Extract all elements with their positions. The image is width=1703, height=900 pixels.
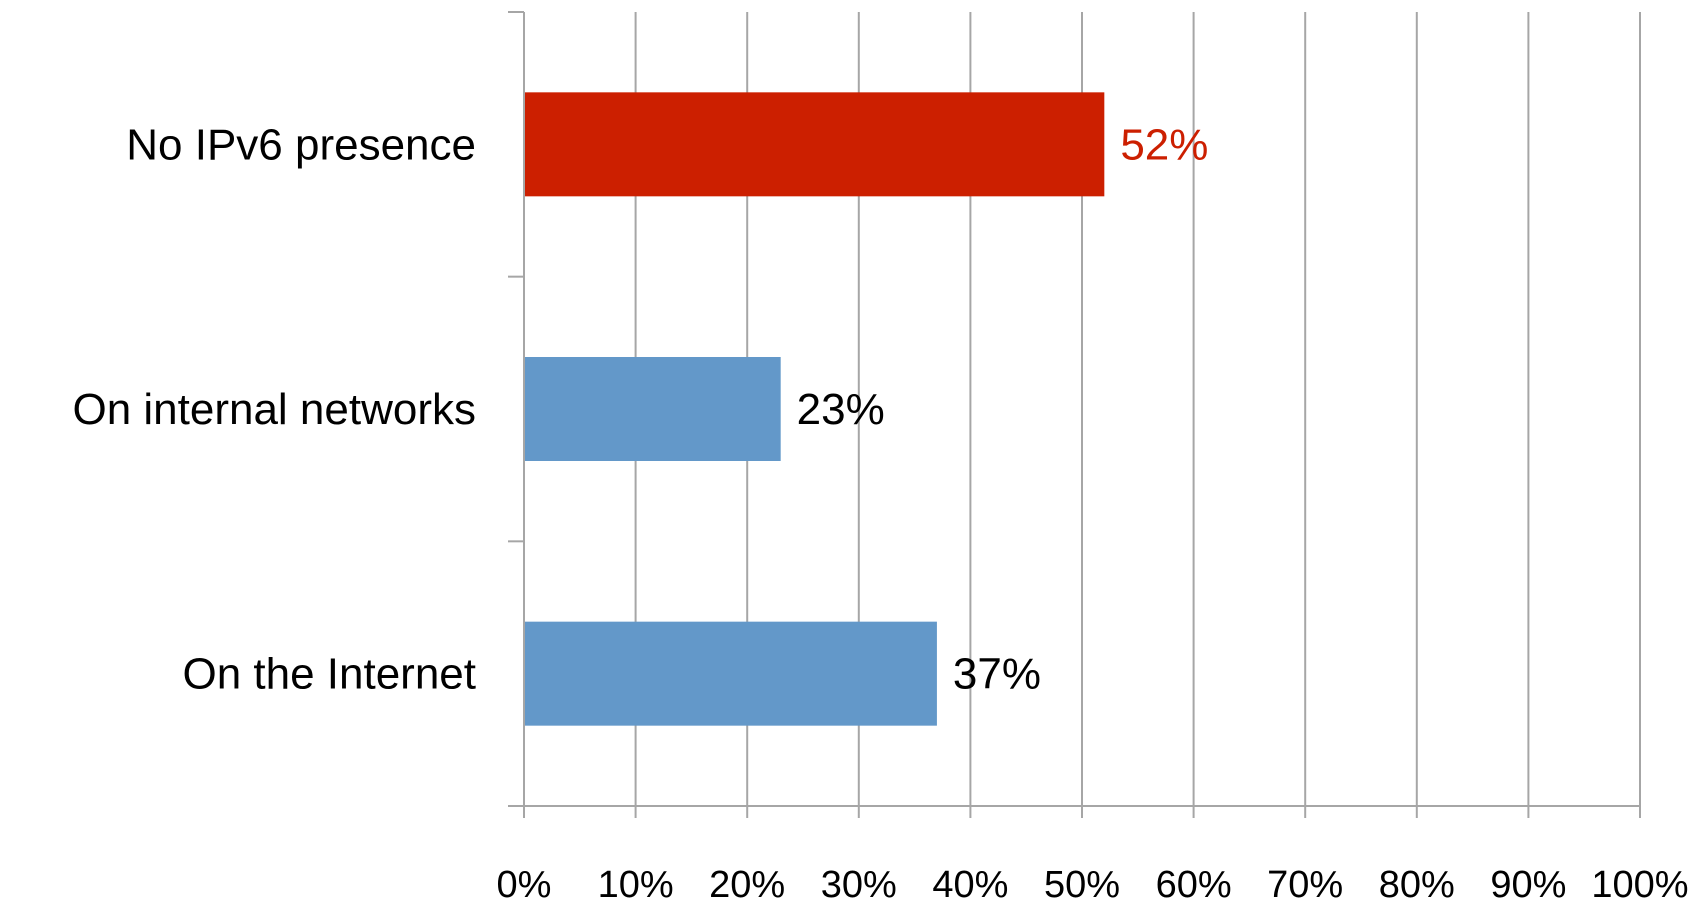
x-tick-label: 30% bbox=[821, 864, 897, 900]
x-tick-label: 20% bbox=[709, 864, 785, 900]
labels: 0% 10% 20% 30% 40% 50% 60% 70% 80% 90% 100% No IPv6… bbox=[72, 120, 1688, 900]
bar bbox=[524, 357, 781, 461]
x-tick-label: 40% bbox=[932, 864, 1008, 900]
bar-series bbox=[524, 92, 1105, 726]
bar bbox=[524, 621, 937, 726]
x-tick-label: 90% bbox=[1490, 864, 1566, 900]
category-label: On the Internet bbox=[182, 650, 476, 699]
x-tick-label: 70% bbox=[1267, 864, 1343, 900]
category-label: No IPv6 presence bbox=[126, 120, 476, 169]
x-tick-label: 80% bbox=[1379, 864, 1455, 900]
axes bbox=[508, 11, 1641, 818]
bar bbox=[524, 92, 1105, 197]
x-tick-label: 0% bbox=[497, 864, 552, 900]
data-label: 52% bbox=[1120, 120, 1208, 169]
x-tick-label: 50% bbox=[1044, 864, 1120, 900]
category-label: On internal networks bbox=[72, 385, 476, 434]
x-tick-label: 10% bbox=[598, 864, 674, 900]
x-tick-label: 60% bbox=[1156, 864, 1232, 900]
x-tick-label: 100% bbox=[1591, 864, 1688, 900]
data-label: 37% bbox=[953, 650, 1041, 699]
data-label: 23% bbox=[797, 385, 885, 434]
